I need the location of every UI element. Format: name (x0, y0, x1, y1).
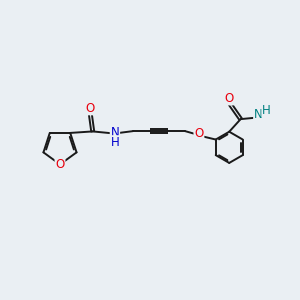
Text: O: O (224, 92, 233, 105)
Text: O: O (194, 127, 204, 140)
Text: H: H (111, 136, 119, 149)
Text: O: O (56, 158, 64, 172)
Text: N: N (254, 107, 263, 121)
Text: O: O (86, 101, 95, 115)
Text: H: H (262, 103, 271, 117)
Text: N: N (111, 126, 119, 139)
